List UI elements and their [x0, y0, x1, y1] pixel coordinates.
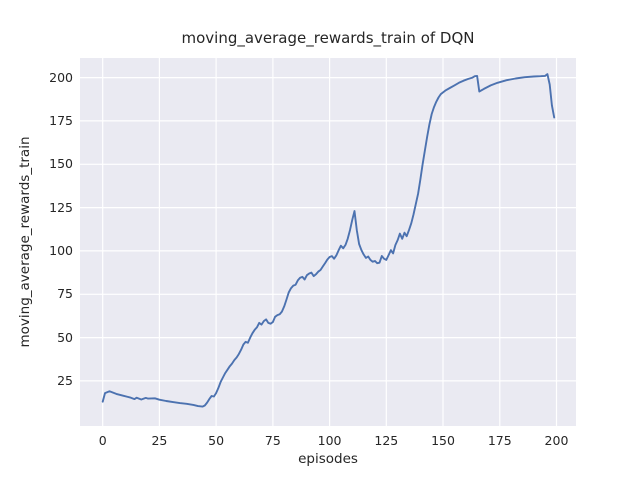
x-tick-label: 200	[544, 433, 569, 448]
x-tick-label: 175	[487, 433, 512, 448]
y-tick-label: 150	[49, 156, 73, 172]
y-tick-label: 100	[49, 242, 73, 258]
x-tick-label: 0	[98, 433, 107, 448]
y-tick-label: 50	[57, 329, 73, 345]
y-tick-label: 25	[57, 372, 73, 388]
y-tick-label: 75	[57, 286, 73, 302]
y-tick-label: 125	[49, 199, 73, 215]
series-line	[101, 73, 556, 408]
x-tick-label: 100	[317, 433, 342, 448]
x-tick-label: 150	[431, 433, 455, 448]
y-tick-label: 175	[49, 112, 73, 128]
x-axis-label: episodes	[298, 451, 358, 467]
axes-background	[80, 58, 576, 426]
chart-title: moving_average_rewards_train of DQN	[181, 29, 475, 47]
x-tick-label: 75	[264, 433, 281, 448]
x-tick-label: 25	[151, 433, 168, 448]
x-tick-label: 50	[208, 433, 225, 448]
y-tick-label: 200	[49, 69, 73, 85]
x-tick-label: 125	[374, 433, 399, 448]
